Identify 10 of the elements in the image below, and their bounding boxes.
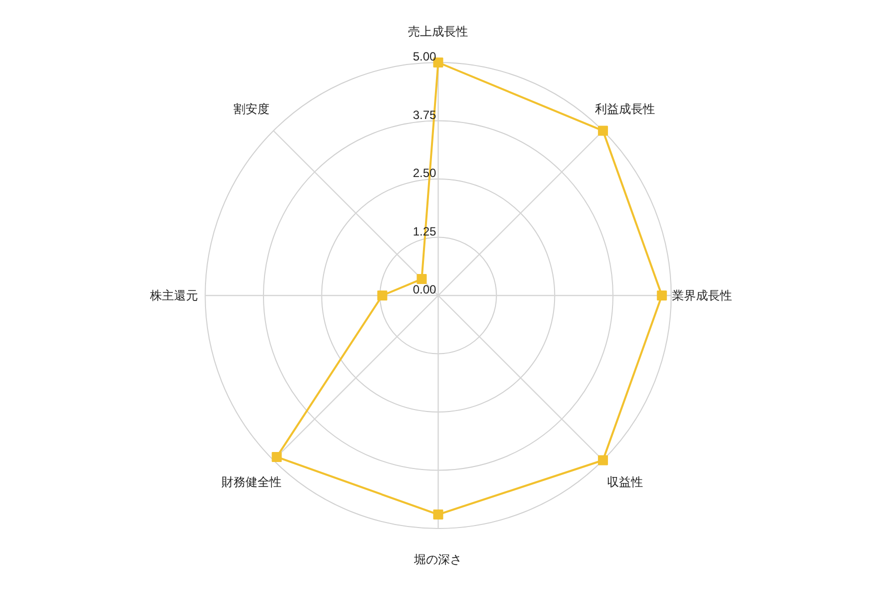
y-tick-label: 5.00: [412, 50, 437, 64]
spoke-label: 株主還元: [149, 288, 198, 302]
y-tick-label: 0.00: [412, 282, 437, 296]
spoke-label: 利益成長性: [594, 102, 655, 116]
spoke-label: 売上成長性: [408, 24, 468, 38]
spoke-label: 割安度: [234, 102, 270, 116]
spoke-label: 業界成長性: [672, 288, 732, 302]
spoke-label: 財務健全性: [222, 475, 282, 490]
spoke-label: 収益性: [606, 475, 643, 490]
spoke-label: 堀の深さ: [413, 552, 462, 566]
